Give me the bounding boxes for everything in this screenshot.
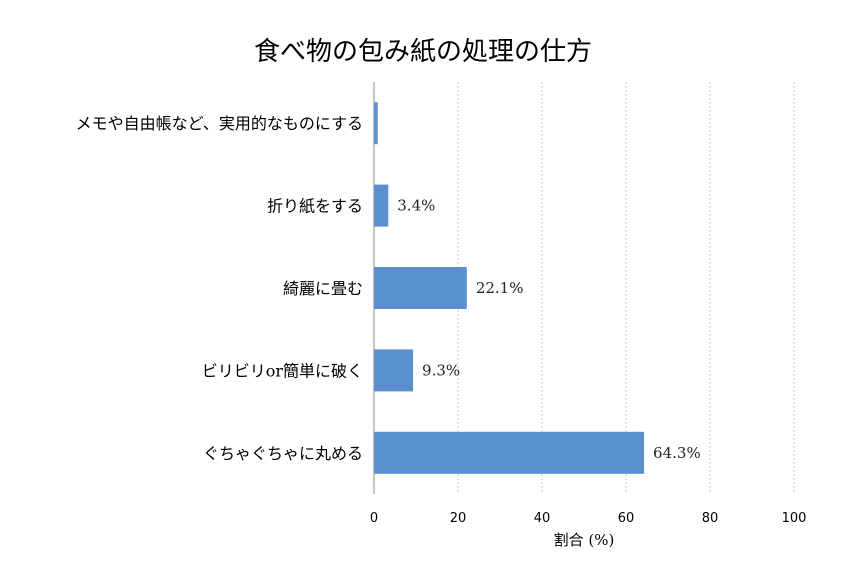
value-label: 22.1% xyxy=(476,279,524,297)
chart-title: 食べ物の包み紙の処理の仕方 xyxy=(254,37,592,67)
x-tick-label: 20 xyxy=(450,511,467,526)
category-label: メモや自由帳など、実用的なものにする xyxy=(76,114,363,133)
category-label: 綺麗に畳む xyxy=(283,279,363,298)
x-axis-label: 割合 (%) xyxy=(554,531,615,549)
x-tick-label: 40 xyxy=(534,511,551,526)
bars xyxy=(374,102,645,474)
bar xyxy=(374,184,389,227)
x-tick-label: 100 xyxy=(782,511,807,526)
x-tick-label: 60 xyxy=(618,511,635,526)
x-tick-label: 0 xyxy=(370,511,378,526)
category-labels: メモや自由帳など、実用的なものにする折り紙をする綺麗に畳むビリビリor簡単に破く… xyxy=(76,114,363,463)
value-label: 64.3% xyxy=(653,444,701,462)
bar xyxy=(374,102,378,145)
value-labels: 3.4% 22.1% 9.3% 64.3% xyxy=(397,197,700,462)
value-label: 9.3% xyxy=(422,361,460,379)
category-label: 折り紙をする xyxy=(267,197,363,216)
x-tick-labels: 0 20 40 60 80 100 xyxy=(370,511,807,526)
bar xyxy=(374,431,645,474)
bar xyxy=(374,349,414,392)
value-label: 3.4% xyxy=(397,197,435,215)
x-tick-label: 80 xyxy=(702,511,719,526)
category-label: ビリビリor簡単に破く xyxy=(202,361,363,380)
category-label: ぐちゃぐちゃに丸める xyxy=(203,444,363,463)
bar xyxy=(374,267,467,309)
